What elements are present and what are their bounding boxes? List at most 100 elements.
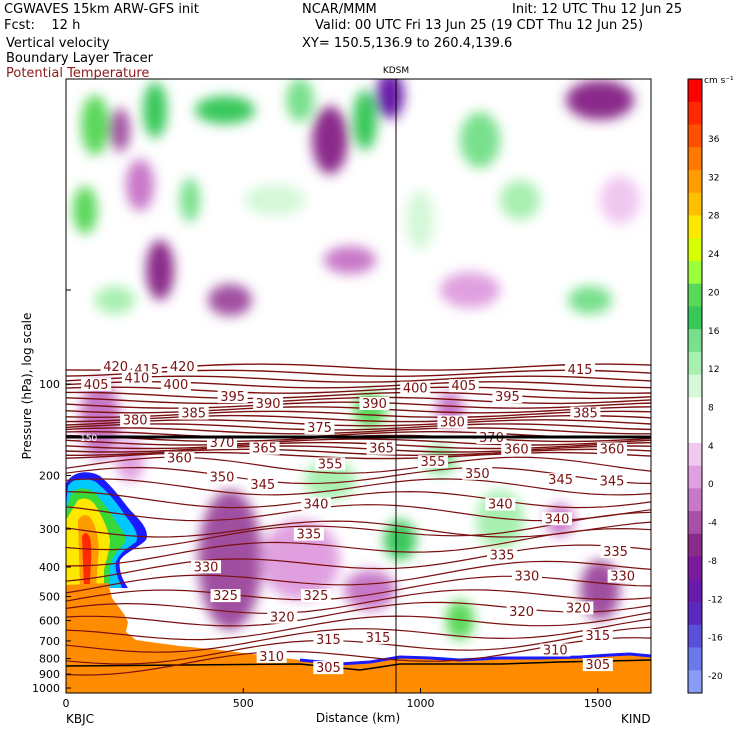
colorbar-tick-label: 28 <box>708 212 720 222</box>
w-blob <box>568 286 612 314</box>
theta-label-bg <box>293 527 324 541</box>
theta-label-bg <box>437 415 468 429</box>
colorbar-swatch <box>688 260 702 285</box>
colorbar-tick-label: 16 <box>708 327 720 337</box>
start-station-label: KBJC <box>66 712 94 726</box>
y-tick-label: 200 <box>39 470 60 483</box>
colorbar-swatch <box>688 488 702 512</box>
theta-label-bg <box>492 390 523 404</box>
w-blob <box>600 176 640 224</box>
w-blob <box>195 96 255 124</box>
w-blob <box>384 520 416 560</box>
x-tick-label: 1000 <box>407 697 435 710</box>
colorbar-tick-label: 20 <box>708 288 720 298</box>
colorbar-tick-label: 8 <box>708 404 714 414</box>
theta-label-bg <box>253 396 284 410</box>
colorbar-swatch <box>688 556 702 580</box>
theta-label: 370 <box>210 436 235 451</box>
w-blob <box>180 178 200 222</box>
w-blob <box>353 90 377 150</box>
colorbar-swatch <box>688 602 702 626</box>
theta-label: 315 <box>316 633 341 648</box>
theta-contour <box>66 438 651 446</box>
colorbar-tick-label: -20 <box>708 672 723 682</box>
w-blob <box>286 79 314 122</box>
theta-label: 335 <box>296 528 321 543</box>
theta-label: 420 <box>170 360 195 375</box>
theta-label: 350 <box>210 471 235 486</box>
y-tick-label: 400 <box>39 561 60 574</box>
colorbar-units: cm s⁻¹ <box>704 76 734 86</box>
theta-label-bg <box>191 560 222 574</box>
theta-label: 360 <box>600 442 625 457</box>
field-boundary-layer-tracer: Boundary Layer Tracer <box>6 51 153 66</box>
theta-label: 340 <box>545 512 570 527</box>
theta-contour <box>66 560 651 594</box>
colorbar-swatch <box>688 101 702 125</box>
w-blob <box>110 108 130 152</box>
theta-label: 355 <box>421 455 446 470</box>
theta-contour <box>66 575 651 602</box>
theta-contour <box>66 456 651 474</box>
init-time: Init: 12 UTC Thu 12 Jun 25 <box>512 2 683 17</box>
theta-label-bg <box>217 390 248 404</box>
theta-contour <box>66 618 651 653</box>
colorbar-swatch <box>688 192 702 216</box>
colorbar-swatch <box>688 533 702 557</box>
colorbar-swatch <box>688 169 702 194</box>
end-station-label: KIND <box>621 712 651 726</box>
colorbar-tick-label: -4 <box>708 519 717 529</box>
theta-contour <box>66 423 651 431</box>
theta-label: 310 <box>543 643 568 658</box>
theta-label: 335 <box>603 545 628 560</box>
colorbar-swatch <box>688 283 702 307</box>
theta-label: 335 <box>490 549 515 564</box>
theta-label: 355 <box>318 457 343 472</box>
w-blob <box>126 159 154 211</box>
w-blob <box>208 284 252 316</box>
plot-frame <box>65 78 652 694</box>
w-blob <box>566 80 634 120</box>
theta-label-bg <box>570 406 601 420</box>
theta-label-bg <box>597 442 627 456</box>
colorbar-swatch <box>688 329 702 353</box>
theta-label-bg <box>304 421 335 435</box>
theta-label: 365 <box>369 442 394 457</box>
theta-label: 390 <box>256 397 281 412</box>
theta-label: 310 <box>259 650 284 665</box>
theta-contour <box>66 401 651 409</box>
theta-label-bg <box>256 649 287 663</box>
theta-label: 320 <box>566 601 591 616</box>
theta-label-bg <box>597 474 627 488</box>
theta-contour <box>66 478 651 496</box>
theta-label-bg <box>249 441 280 455</box>
theta-contour <box>66 369 651 378</box>
theta-label-bg <box>313 632 344 646</box>
theta-contour <box>66 396 651 405</box>
theta-label: 350 <box>465 467 490 482</box>
theta-label-bg <box>247 478 278 492</box>
theta-label-bg <box>366 441 397 455</box>
model-title: CGWAVES 15km ARW-GFS init <box>4 2 199 17</box>
colorbar-tick-label: -16 <box>708 634 723 644</box>
y-tick-label: 700 <box>39 635 60 648</box>
y-tick-label: 100 <box>39 378 60 391</box>
y-axis-title: Pressure (hPa), log scale <box>20 313 34 460</box>
field-vertical-velocity: Vertical velocity <box>6 36 110 51</box>
theta-label-bg <box>506 604 537 618</box>
theta-label-bg <box>563 601 594 615</box>
theta-contour <box>66 414 651 423</box>
theta-label: 315 <box>585 629 610 644</box>
colorbar-swatch <box>688 670 702 694</box>
theta-label-bg <box>417 455 448 469</box>
theta-contour <box>66 527 651 567</box>
y-tick-label: 800 <box>39 653 60 666</box>
theta-label-bg <box>120 413 151 427</box>
theta-label: 380 <box>123 414 148 429</box>
w-blob <box>312 106 348 174</box>
theta-label-bg <box>359 396 390 410</box>
x-axis: 0 500 1000 1500 <box>63 688 612 710</box>
theta-label: 340 <box>488 498 513 513</box>
